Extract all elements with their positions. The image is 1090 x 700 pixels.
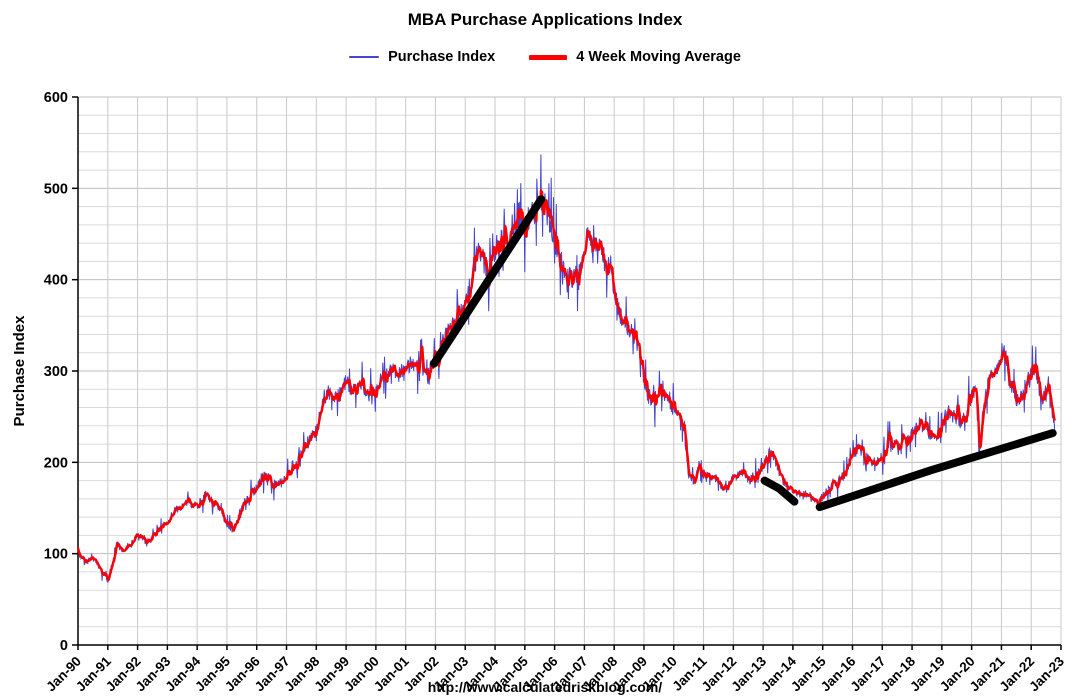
legend-label-moving-average: 4 Week Moving Average bbox=[576, 49, 741, 65]
chart-title: MBA Purchase Applications Index bbox=[407, 10, 683, 29]
svg-text:200: 200 bbox=[44, 455, 68, 471]
svg-text:600: 600 bbox=[44, 90, 68, 106]
moving-average-line-swatch bbox=[529, 54, 568, 60]
legend-item-purchase-index: Purchase Index bbox=[349, 49, 495, 65]
annotation-2013-2014-decline bbox=[760, 476, 799, 506]
legend-label-purchase-index: Purchase Index bbox=[388, 49, 496, 65]
annotation-2015-2022-uptrend bbox=[815, 429, 1057, 512]
svg-text:400: 400 bbox=[44, 273, 68, 289]
svg-text:500: 500 bbox=[44, 181, 68, 197]
source-url: http://www.calculatedriskblog.com/ bbox=[427, 679, 663, 695]
legend-item-moving-average: 4 Week Moving Average bbox=[529, 49, 741, 65]
chart-legend: Purchase Index 4 Week Moving Average bbox=[0, 49, 1090, 65]
moving-average-line bbox=[76, 189, 1056, 582]
purchase-index-line-swatch bbox=[349, 56, 380, 58]
svg-text:Purchase Index: Purchase Index bbox=[11, 315, 28, 427]
svg-text:300: 300 bbox=[44, 364, 68, 380]
svg-text:100: 100 bbox=[44, 547, 68, 563]
svg-text:0: 0 bbox=[60, 638, 68, 654]
annotation-housing-bubble-uptrend bbox=[430, 195, 546, 368]
